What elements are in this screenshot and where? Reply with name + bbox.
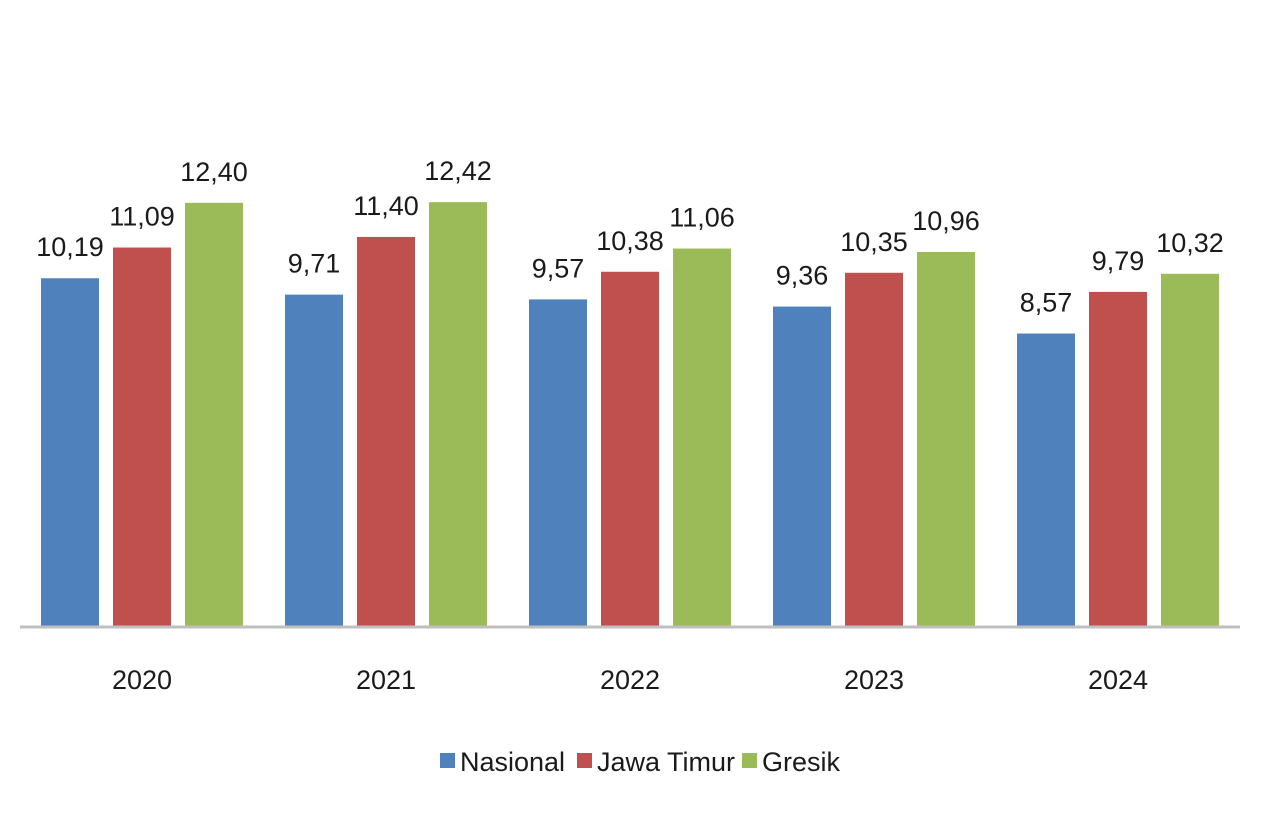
bar-nasional-2024	[1017, 333, 1075, 626]
legend-label-nasional: Nasional	[460, 747, 565, 777]
data-label-jawa-timur-2021: 11,40	[353, 191, 419, 221]
bar-gresik-2024	[1161, 273, 1219, 626]
legend: Nasional Jawa Timur Gresik	[440, 747, 841, 777]
data-label-jawa-timur-2023: 10,35	[840, 227, 908, 257]
data-label-nasional-2024: 8,57	[1020, 288, 1073, 318]
bar-gresik-2020	[185, 202, 243, 627]
bar-jawa-timur-2022	[601, 271, 659, 626]
data-label-gresik-2022: 11,06	[669, 203, 735, 233]
bar-nasional-2021	[285, 294, 343, 626]
bar-nasional-2023	[773, 306, 831, 626]
data-label-jawa-timur-2024: 9,79	[1092, 246, 1145, 276]
data-label-gresik-2020: 12,40	[180, 157, 248, 187]
data-label-gresik-2023: 10,96	[912, 206, 980, 236]
bar-gresik-2023	[917, 251, 975, 626]
bar-jawa-timur-2023	[845, 272, 903, 626]
legend-label-gresik: Gresik	[762, 747, 841, 777]
bar-gresik-2021	[429, 202, 487, 626]
bar-jawa-timur-2021	[357, 236, 415, 626]
bars-layer	[41, 202, 1219, 627]
x-tick-label-2020: 2020	[112, 665, 172, 695]
legend-label-jawa-timur: Jawa Timur	[597, 747, 735, 777]
data-label-jawa-timur-2020: 11,09	[109, 202, 175, 232]
legend-swatch-nasional	[440, 753, 455, 768]
legend-swatch-gresik	[742, 753, 757, 768]
bar-nasional-2022	[529, 299, 587, 626]
legend-swatch-jawa-timur	[577, 753, 592, 768]
data-label-gresik-2021: 12,42	[424, 156, 492, 186]
x-tick-label-2022: 2022	[600, 665, 660, 695]
bar-gresik-2022	[673, 248, 731, 627]
data-label-nasional-2021: 9,71	[288, 249, 341, 279]
data-label-nasional-2023: 9,36	[776, 261, 829, 291]
data-label-nasional-2020: 10,19	[36, 232, 104, 262]
x-tick-label-2021: 2021	[356, 665, 416, 695]
bar-jawa-timur-2020	[113, 247, 171, 627]
data-label-jawa-timur-2022: 10,38	[596, 226, 664, 256]
x-tick-labels-layer: 2020 2021 2022 2023 2024	[112, 665, 1148, 695]
data-label-nasional-2022: 9,57	[532, 253, 585, 283]
bar-nasional-2020	[41, 278, 99, 626]
x-tick-label-2024: 2024	[1088, 665, 1148, 695]
data-label-gresik-2024: 10,32	[1156, 228, 1224, 258]
bar-jawa-timur-2024	[1089, 291, 1147, 626]
x-tick-label-2023: 2023	[844, 665, 904, 695]
